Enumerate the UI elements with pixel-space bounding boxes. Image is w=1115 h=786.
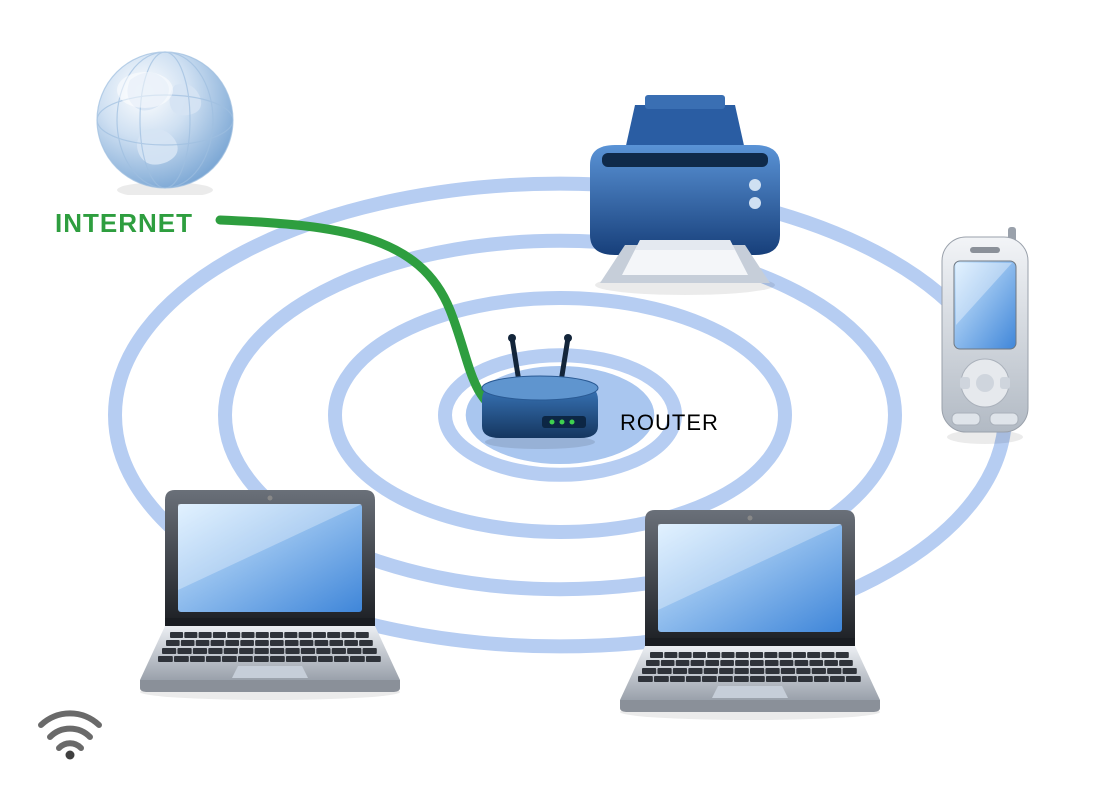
mobile-phone-icon [930,225,1040,445]
laptop-icon [600,500,900,720]
wifi-icon [35,705,105,760]
laptop-icon [120,480,420,700]
internet-label: INTERNET [55,208,193,239]
printer-icon [570,95,800,295]
router-label: ROUTER [620,410,719,436]
network-diagram: INTERNET ROUTER [0,0,1115,786]
globe-icon [90,45,240,195]
router-icon [470,330,610,450]
